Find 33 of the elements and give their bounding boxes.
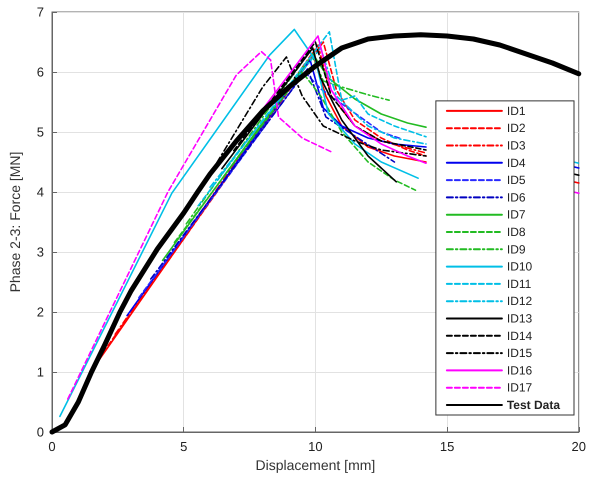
legend-label: ID9 (506, 242, 526, 256)
legend-label: ID1 (506, 104, 526, 118)
legend-label: ID4 (506, 156, 526, 170)
legend-label: ID10 (506, 260, 533, 274)
legend-label: ID2 (506, 121, 526, 136)
legend-label: ID17 (506, 380, 533, 395)
legend-label: ID11 (506, 276, 532, 291)
y-axis-title: Phase 2-3: Force [MN] (7, 152, 23, 292)
x-tick-label: 15 (440, 439, 454, 454)
x-axis-title: Displacement [mm] (255, 457, 376, 473)
y-tick-label: 5 (36, 124, 44, 140)
legend-label: ID13 (506, 312, 533, 326)
x-tick-label: 20 (572, 439, 586, 454)
x-tick-label: 0 (48, 439, 56, 454)
legend-label: ID14 (506, 328, 533, 343)
y-tick-label: 7 (36, 4, 44, 20)
y-tick-label: 2 (36, 304, 44, 320)
legend-label: ID12 (506, 294, 533, 308)
x-tick-label: 10 (308, 439, 323, 454)
legend-label: ID16 (506, 363, 533, 378)
y-tick-label: 6 (36, 64, 44, 80)
y-tick-label: 3 (36, 244, 44, 260)
legend-label: ID6 (506, 190, 526, 204)
y-tick-label: 1 (36, 364, 44, 380)
legend-label: ID8 (506, 225, 526, 239)
y-tick-label: 0 (36, 424, 44, 440)
legend-label: ID3 (506, 138, 526, 152)
y-tick-label: 4 (36, 184, 44, 200)
legend-label: Test Data (506, 398, 560, 412)
x-tick-label: 5 (180, 439, 188, 454)
legend-label: ID7 (506, 208, 526, 222)
legend-label: ID15 (506, 346, 533, 360)
legend-label: ID5 (506, 173, 526, 188)
